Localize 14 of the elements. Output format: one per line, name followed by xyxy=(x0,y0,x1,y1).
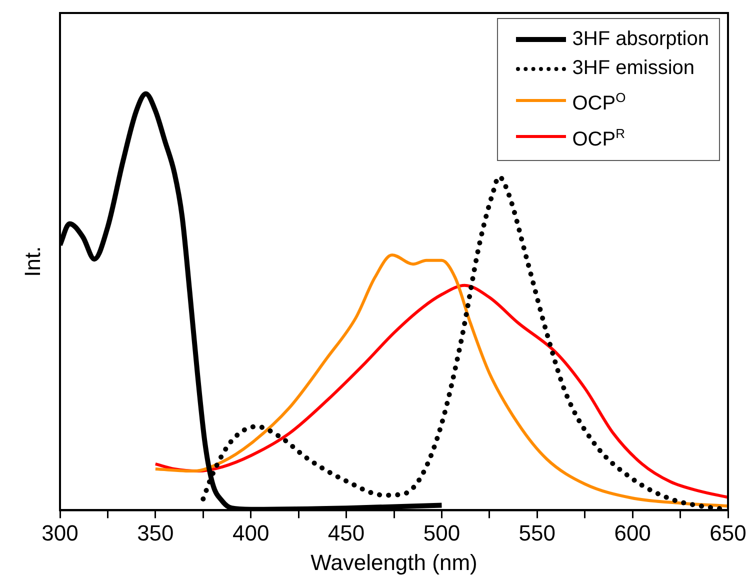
x-tick-label: 500 xyxy=(423,520,460,546)
x-tick-label: 400 xyxy=(232,520,270,546)
legend-label: 3HF absorption xyxy=(572,27,709,52)
x-tick-label: 350 xyxy=(137,520,174,546)
x-axis-title: Wavelength (nm) xyxy=(310,550,478,575)
x-tick-label: 600 xyxy=(614,520,651,546)
x-tick-label: 300 xyxy=(42,520,78,546)
y-axis-title: Int. xyxy=(20,246,46,277)
x-tick-label: 650 xyxy=(710,520,746,546)
legend-label: OCP$^{O}$ xyxy=(572,89,626,117)
legend-label: 3HF emission xyxy=(572,56,695,81)
x-tick-label: 450 xyxy=(328,520,365,546)
x-tick-label: 550 xyxy=(518,520,556,546)
legend-label: OCP$^{R}$ xyxy=(572,124,625,152)
